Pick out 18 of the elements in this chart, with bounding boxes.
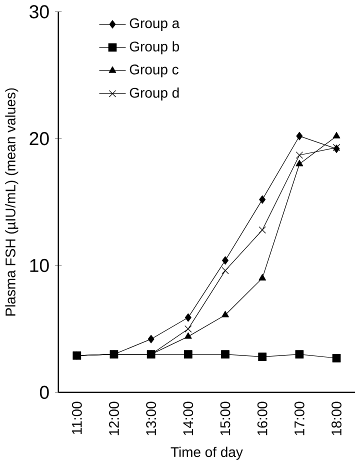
legend-label: Group b (130, 41, 180, 54)
y-tick-label: 0 (40, 386, 50, 399)
x-axis-title: Time of day (170, 446, 244, 460)
x-tick-label: 17:00 (294, 402, 305, 436)
x-tick-label: 14:00 (183, 402, 194, 436)
y-axis-title: Plasma FSH (µIU/mL) (mean values) (5, 88, 18, 316)
y-tick-label: 30 (30, 5, 49, 18)
y-tick-label: 20 (30, 132, 49, 146)
legend-label: Group d (130, 87, 179, 101)
y-tick-label: 10 (30, 258, 49, 272)
legend-label: Group c (130, 64, 179, 78)
x-tick-label: 15:00 (220, 402, 230, 436)
x-tick-label: 18:00 (332, 402, 342, 436)
x-tick-label: 12:00 (109, 402, 120, 436)
legend-label: Group a (130, 18, 180, 31)
x-tick-label: 13:00 (146, 402, 156, 436)
x-tick-label: 16:00 (258, 402, 268, 436)
x-tick-label: 11:00 (72, 402, 82, 434)
